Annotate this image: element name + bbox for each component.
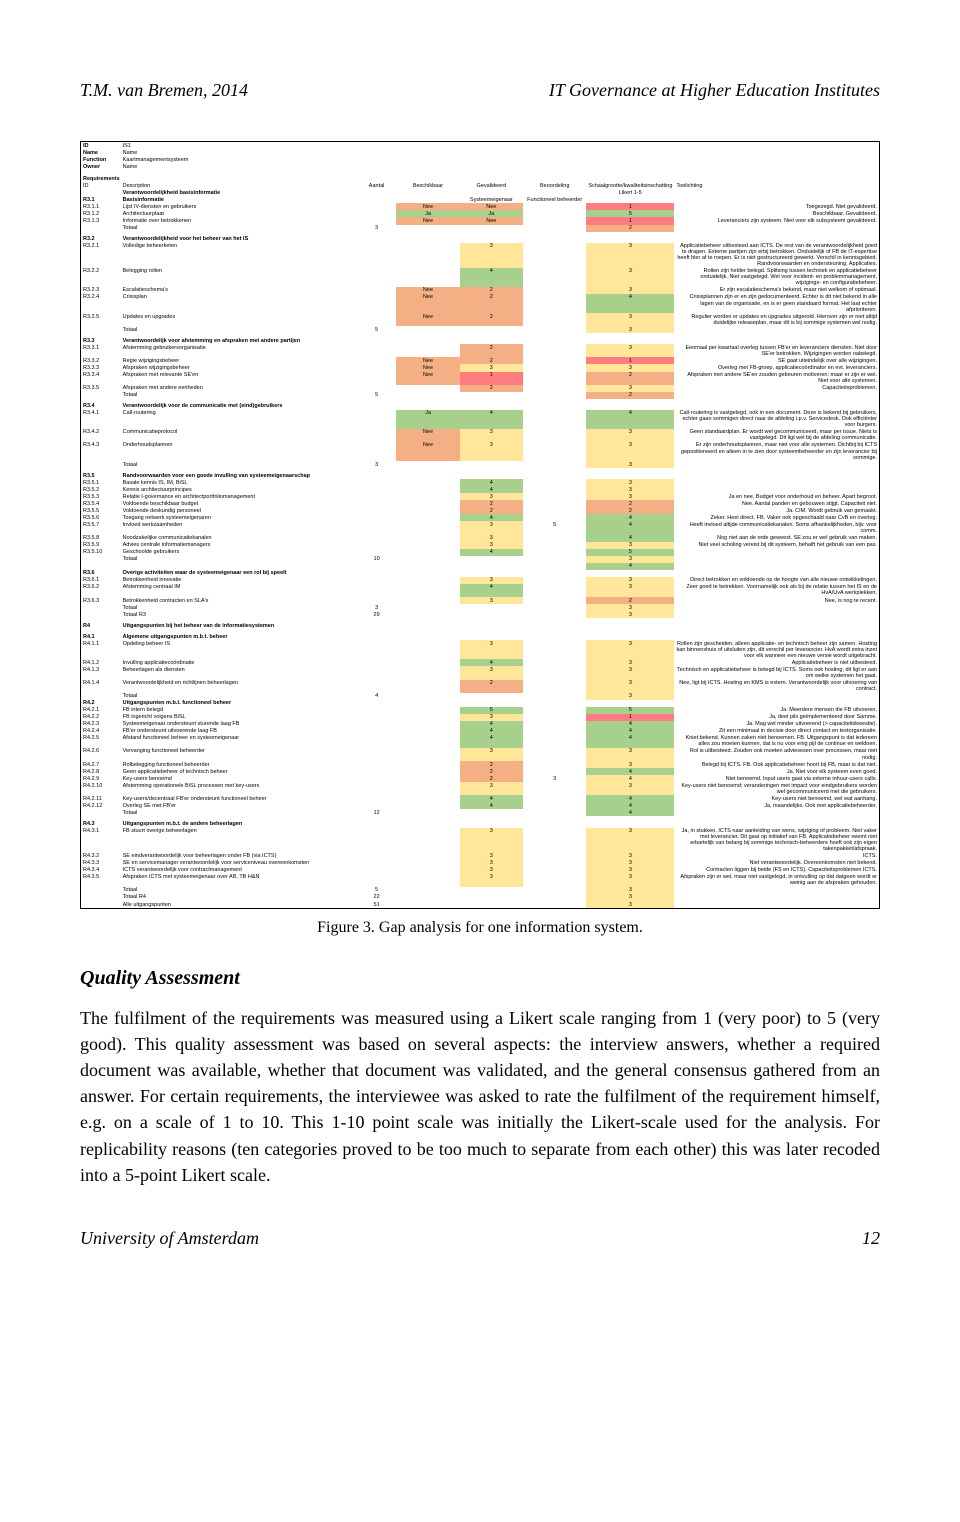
table-row: Totaal52	[81, 392, 879, 399]
table-row: R4.3.2SE eindverantwoordelijk voor behee…	[81, 853, 879, 860]
table-row: Totaal103	[81, 556, 879, 563]
table-row: R3.6.1Betrokkenheid innovatie33Direct be…	[81, 577, 879, 584]
table-row: R3.1.2ArchitectuurplaatJaJa5Beschikbaar.…	[81, 210, 879, 217]
table-row: R3.3.3Afspraken wijzigingsbeheerNee33Ove…	[81, 364, 879, 371]
table-row: Totaal R3293	[81, 611, 879, 618]
table-row: Totaal43	[81, 693, 879, 700]
table-row: R4.1Algemene uitgangspunten m.b.t. behee…	[81, 633, 879, 640]
table-row: R3.5.5Voldoende deskundig personeel22Ja.…	[81, 507, 879, 514]
table-row: R3.2.4CrisisplanNee24Crisisplannen zijn …	[81, 294, 879, 313]
table-row: R3.5.9Advies centrale informatiemanagers…	[81, 542, 879, 549]
table-row: Totaal53	[81, 887, 879, 894]
table-row: R4.3.1FB stuurt overige beheerlagen33Ja,…	[81, 828, 879, 853]
table-row: R3.3.1Afstemming gebruikersorganisatie23…	[81, 344, 879, 357]
table-row: R3.4Verantwoordelijk voor de communicati…	[81, 403, 879, 410]
table-row: Totaal33	[81, 604, 879, 611]
table-row: R3.5.4Voldoende beschikbaar budget22Nee.…	[81, 500, 879, 507]
table-row: R4.2.6Vervanging functioneel beheerder33…	[81, 748, 879, 761]
table-row: R3.6Overige activiteiten waar de systeem…	[81, 570, 879, 577]
section-title: Quality Assessment	[80, 967, 880, 990]
table-row: R4.3.5Afspraken ICTS met systeemeigenaar…	[81, 874, 879, 887]
table-row: R4.2.3Systeemeigenaar ondersteunt sturen…	[81, 721, 879, 728]
footer-page-number: 12	[862, 1228, 880, 1249]
table-row: R4.1.1Opdeling beheer IS33Rollen zijn ge…	[81, 640, 879, 659]
table-row: R3.6.2Afstemming centraal IM43Zeer goed …	[81, 584, 879, 597]
table-row: R3.2Verantwoordelijkheid voor het beheer…	[81, 236, 879, 243]
table-row: R3.3Verantwoordelijk voor afstemming en …	[81, 337, 879, 344]
table-row: R3.5.1Basale kennis IS, IM, BiSL43	[81, 479, 879, 486]
table-row: R4.1.4Verantwoordelijkheid en richtlijne…	[81, 680, 879, 693]
table-row: R4.1.2Invulling applicatiecoördinatie43A…	[81, 659, 879, 666]
table-row: R3.4.2CommunicatieprotocolNee33Geen stan…	[81, 429, 879, 442]
table-row: Alle uitgangspunten513	[81, 901, 879, 908]
table-row: R4.3.4ICTS verantwoordelijk voor contrac…	[81, 867, 879, 874]
table-row: R3.5.2Kennis architectuurprincipes43	[81, 486, 879, 493]
header-title: IT Governance at Higher Education Instit…	[549, 80, 880, 101]
table-row: R4Uitgangspunten bij het beheer van de i…	[81, 622, 879, 629]
footer-left: University of Amsterdam	[80, 1228, 259, 1249]
page-header: T.M. van Bremen, 2014 IT Governance at H…	[80, 80, 880, 101]
table-row: R3.1BasisinformatieSysteemeigenaarFuncti…	[81, 196, 879, 203]
body-paragraph: The fulfilment of the requirements was m…	[80, 1005, 880, 1188]
table-row: R4.1.3Beheerlagen als diensten33Technisc…	[81, 666, 879, 679]
table-row: R4.3.3SE en servicemanager verantwoordel…	[81, 860, 879, 867]
table-row: R3.2.1Volledige beheerketen33Applicatieb…	[81, 243, 879, 268]
table-row: Totaal R4223	[81, 894, 879, 901]
table-row: R4.2.5Afstand functioneel beheer en syst…	[81, 735, 879, 748]
table-row: R3.4.3OnderhoudsplannenNee33Er zijn onde…	[81, 442, 879, 461]
header-author: T.M. van Bremen, 2014	[80, 80, 248, 101]
table-row: R3.3.2Regie wijzigingsbeheerNee21SE gaat…	[81, 357, 879, 364]
table-row: R4.2.10Afstemming operationele BiSL proc…	[81, 782, 879, 795]
table-row: R3.2.2Belegging rollen43Rollen zijn held…	[81, 268, 879, 287]
table-row: R3.5.10Geschoolde gebruikers45	[81, 549, 879, 556]
table-row: R3.6.3Betrokkenheid contracten en SLA's3…	[81, 597, 879, 604]
table-row: R3.3.5Afspraken met andere eenheden23Cap…	[81, 385, 879, 392]
table-row: R4.2.7Rolbelegging functioneel beheerder…	[81, 761, 879, 768]
table-row: Totaal32	[81, 225, 879, 232]
table-row: Totaal53	[81, 326, 879, 333]
table-row: R3.4.1Call-routeringJa44Call-routering i…	[81, 410, 879, 429]
table-row: R3.1.1Lijst IV-diensten en gebruikersNee…	[81, 203, 879, 210]
table-row: R4.2.1FB intern belegd55Ja. Meerdere men…	[81, 707, 879, 714]
table-row: Totaal124	[81, 809, 879, 816]
table-row: R4.2.8Geen applicatiebeheer of technisch…	[81, 768, 879, 775]
table-row: R3.5.7Invloed werkzaamheden354Heeft invl…	[81, 521, 879, 534]
table-row: R4.2.9Key-users benoemd234Niet benoemd. …	[81, 775, 879, 782]
table-row: R4.2.12Overleg SE met FB'er44Ja, maandel…	[81, 802, 879, 809]
table-row: R3.5Randvoorwaarden voor een goede invul…	[81, 472, 879, 479]
table-row: R4.2Uitgangspunten m.b.t. functioneel be…	[81, 700, 879, 707]
table-row: R3.2.5Updates en upgradesNee23Regulier w…	[81, 313, 879, 326]
page-footer: University of Amsterdam 12	[80, 1228, 880, 1249]
meta-id-label: ID	[81, 142, 121, 149]
table-row: R3.5.3Relatie I-governance en architectp…	[81, 493, 879, 500]
table-row: R4.2.2FB ingericht volgens BiSL31Ja, dee…	[81, 714, 879, 721]
meta-id-val: IS1	[121, 142, 357, 149]
figure-caption: Figure 3. Gap analysis for one informati…	[80, 919, 880, 937]
table-row: R3.5.6Toegang netwerk systeemeigenaren44…	[81, 514, 879, 521]
table-row: 4	[81, 563, 879, 570]
table-row: R3.1.3Informatie over betrokkenenNeeNee1…	[81, 217, 879, 224]
table-row: Totaal33	[81, 461, 879, 468]
table-row: R3.5.8Noodzakelijke communicatiekanalen3…	[81, 535, 879, 542]
table-row: R4.3Uitgangspunten m.b.t. de andere behe…	[81, 820, 879, 827]
gap-analysis-figure: ID IS1 Name Name Function Kaartmanagemen…	[80, 141, 880, 909]
table-row: R3.3.4Afspraken met relevante SE'enNee12…	[81, 372, 879, 385]
table-row: R3.2.3Escalatieschema'sNee23Er zijn esca…	[81, 287, 879, 294]
table-row: R4.2.4FB'er ondersteunt uitvoerende laag…	[81, 728, 879, 735]
table-row: R4.2.11Key-users/decentraal FB'er onders…	[81, 795, 879, 802]
